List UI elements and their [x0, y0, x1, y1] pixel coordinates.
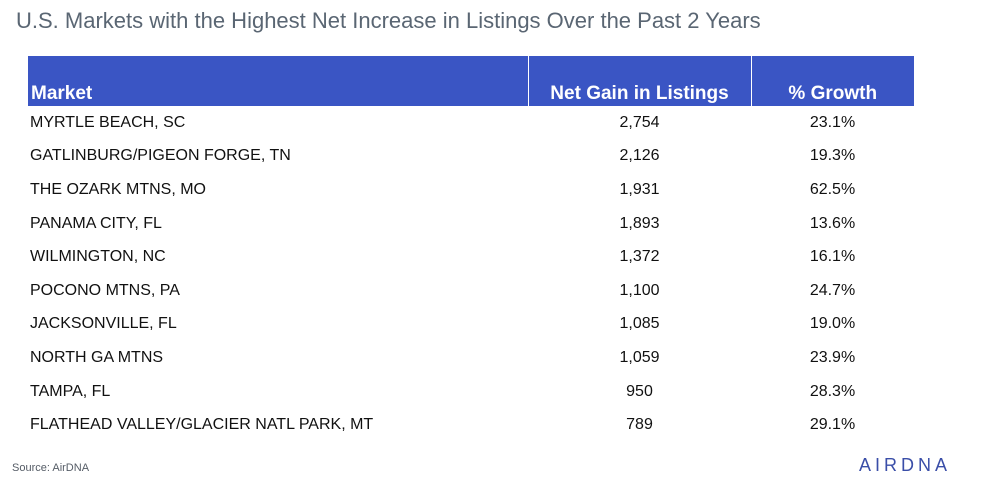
table-row: JACKSONVILLE, FL 1,085 19.0% — [28, 308, 914, 342]
cell-net-gain: 1,372 — [619, 248, 660, 266]
table-row: PANAMA CITY, FL 1,893 13.6% — [28, 207, 914, 241]
table-row: NORTH GA MTNS 1,059 23.9% — [28, 341, 914, 375]
table-row: WILMINGTON, NC 1,372 16.1% — [28, 240, 914, 274]
cell-growth: 23.9% — [809, 348, 856, 366]
markets-table: Market Net Gain in Listings % Growth MYR… — [28, 56, 914, 442]
cell-net-gain: 1,931 — [619, 180, 660, 198]
cell-growth: 29.1% — [809, 416, 856, 434]
table-row: POCONO MTNS, PA 1,100 24.7% — [28, 274, 914, 308]
table-body: MYRTLE BEACH, SC 2,754 23.1% GATLINBURG/PIG… — [28, 106, 914, 442]
page-title: U.S. Markets with the Highest Net Increa… — [16, 8, 761, 33]
cell-market: MYRTLE BEACH, SC — [30, 113, 186, 131]
cell-net-gain: 950 — [626, 382, 653, 400]
cell-net-gain: 1,100 — [619, 281, 660, 299]
cell-net-gain: 1,893 — [619, 214, 660, 232]
cell-market: TAMPA, FL — [30, 382, 111, 400]
cell-market: PANAMA CITY, FL — [30, 214, 162, 232]
column-header-market: Market — [28, 56, 528, 106]
cell-net-gain: 2,754 — [619, 113, 660, 131]
cell-growth: 23.1% — [809, 113, 856, 131]
table-header: Market Net Gain in Listings % Growth — [28, 56, 914, 106]
cell-market: NORTH GA MTNS — [30, 348, 164, 366]
cell-net-gain: 1,059 — [619, 348, 660, 366]
cell-growth: 19.0% — [809, 315, 856, 333]
cell-market: WILMINGTON, NC — [30, 248, 166, 266]
cell-market: JACKSONVILLE, FL — [30, 315, 177, 333]
cell-market: GATLINBURG/PIGEON FORGE, TN — [30, 147, 291, 165]
cell-growth: 28.3% — [809, 382, 856, 400]
airdna-logo: AIRDNA — [858, 455, 951, 475]
header-row: Market Net Gain in Listings % Growth — [28, 56, 914, 106]
table-row: FLATHEAD VALLEY/GLACIER NATL PARK, MT 789… — [28, 408, 914, 442]
cell-growth: 16.1% — [809, 248, 856, 266]
column-header-net-gain: Net Gain in Listings — [527, 56, 751, 106]
table-row: TAMPA, FL 950 28.3% — [28, 375, 914, 409]
cell-growth: 62.5% — [809, 180, 856, 198]
cell-market: POCONO MTNS, PA — [30, 281, 180, 299]
cell-net-gain: 1,085 — [619, 315, 660, 333]
cell-growth: 19.3% — [809, 147, 856, 165]
column-header-growth: % Growth — [750, 56, 914, 106]
cell-market: FLATHEAD VALLEY/GLACIER NATL PARK, MT — [30, 416, 374, 434]
cell-net-gain: 789 — [626, 416, 653, 434]
table-row: GATLINBURG/PIGEON FORGE, TN 2,126 19.3% — [28, 140, 914, 174]
cell-growth: 13.6% — [809, 214, 856, 232]
table-row: MYRTLE BEACH, SC 2,754 23.1% — [28, 106, 914, 140]
source-note: Source: AirDNA — [12, 462, 90, 474]
cell-market: THE OZARK MTNS, MO — [30, 180, 206, 198]
cell-growth: 24.7% — [809, 281, 856, 299]
table-row: THE OZARK MTNS, MO 1,931 62.5% — [28, 173, 914, 207]
cell-net-gain: 2,126 — [619, 147, 660, 165]
